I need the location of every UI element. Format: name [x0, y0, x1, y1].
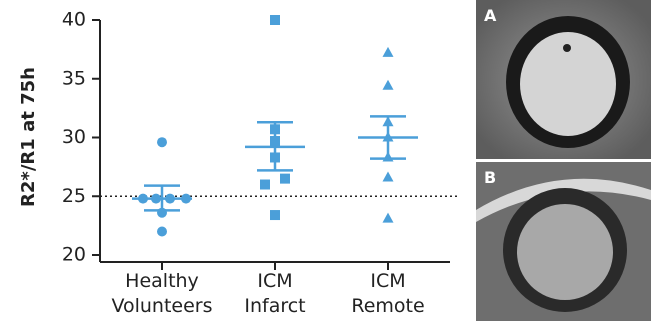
- y-axis-label: R2*/R1 at 75h: [18, 67, 39, 207]
- data-point: [383, 213, 394, 223]
- data-point: [165, 194, 175, 204]
- data-point: [138, 194, 148, 204]
- data-point: [270, 152, 280, 162]
- x-tick-label: Volunteers: [111, 295, 212, 317]
- data-point: [181, 194, 191, 204]
- panel-label: A: [484, 6, 497, 25]
- data-point: [270, 15, 280, 25]
- figure: A B R2*/R1 at 75h 20 25 30 35 40 Healthy Volun…: [0, 0, 651, 321]
- x-tick-label: ICM: [257, 270, 292, 292]
- data-point: [270, 124, 280, 134]
- data-point: [383, 116, 394, 126]
- data-point: [383, 171, 394, 181]
- data-point: [260, 180, 270, 190]
- x-tick-label: Remote: [351, 295, 424, 317]
- x-tick-label: ICM: [370, 270, 405, 292]
- data-point: [383, 47, 394, 57]
- y-tick-label: 25: [62, 185, 86, 207]
- data-point: [280, 174, 290, 184]
- x-tick-label: Infarct: [244, 295, 305, 317]
- mri-panel-b: [476, 162, 651, 321]
- data-point: [383, 80, 394, 90]
- data-point: [157, 227, 167, 237]
- data-point: [270, 136, 280, 146]
- y-tick-label: 40: [62, 9, 86, 31]
- y-tick-label: 30: [62, 126, 86, 148]
- panel-label: B: [484, 168, 496, 187]
- data-point: [151, 194, 161, 204]
- data-point: [270, 210, 280, 220]
- y-tick-label: 20: [62, 244, 86, 266]
- data-point: [383, 151, 394, 161]
- data-point: [157, 208, 167, 218]
- mri-panel-a: [476, 0, 651, 159]
- y-tick-label: 35: [62, 67, 86, 89]
- x-tick-label: Healthy: [125, 270, 199, 292]
- data-point: [157, 137, 167, 147]
